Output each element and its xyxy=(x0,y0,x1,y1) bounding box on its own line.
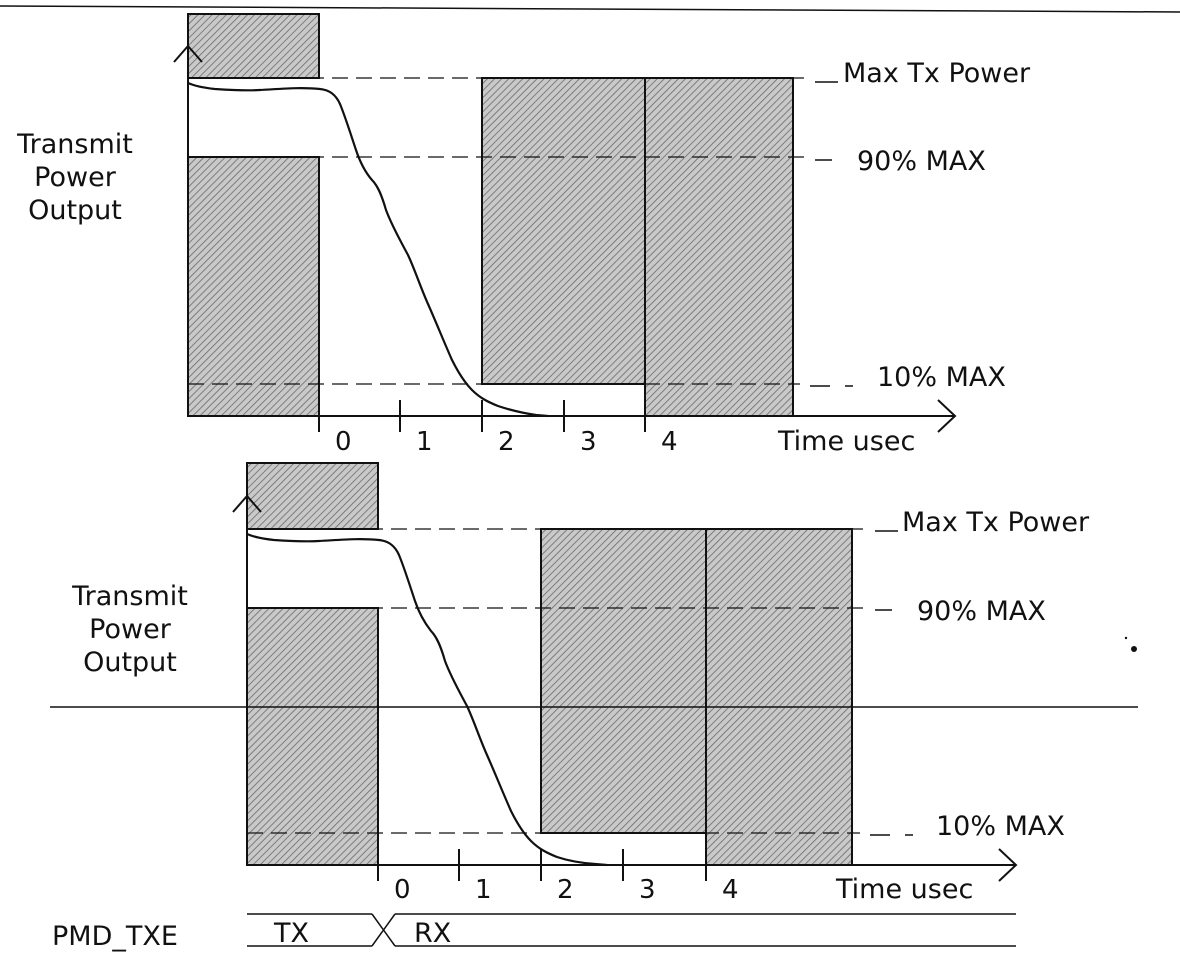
signal-state-tx: TX xyxy=(273,918,309,949)
pmd-txe-timing: PMD_TXE TX RX xyxy=(52,913,1016,952)
y-label-line-3: Output xyxy=(83,647,177,678)
power-ramp-curve xyxy=(187,81,549,418)
mask-top-right-b xyxy=(644,77,794,417)
p90-level-label: 90% MAX xyxy=(917,596,1046,627)
p10-level-label: 10% MAX xyxy=(936,811,1065,842)
mask-bottom-left-upper xyxy=(246,462,379,530)
x-tick-label-4: 4 xyxy=(722,875,739,905)
x-tick-label-2: 2 xyxy=(498,427,515,457)
x-axis-label: Time usec xyxy=(777,426,915,457)
signal-state-rx: RX xyxy=(414,918,451,949)
power-ramp-curve xyxy=(246,532,608,867)
x-tick-label-3: 3 xyxy=(639,875,656,905)
p10-level-label: 10% MAX xyxy=(877,362,1006,393)
x-tick-label-1: 1 xyxy=(475,875,492,905)
y-axis-arrow xyxy=(173,44,203,63)
signal-cross-b xyxy=(371,913,396,947)
max-level-label: Max Tx Power xyxy=(902,507,1090,538)
stray-dot-small xyxy=(1124,636,1128,640)
y-axis-arrow xyxy=(232,494,262,513)
y-label-line-2: Power xyxy=(34,162,117,193)
signal-name: PMD_TXE xyxy=(52,921,178,952)
stray-dot xyxy=(1131,646,1137,652)
mask-top-right-a xyxy=(481,77,646,385)
diagram-top: Transmit Power Output Max Tx Power 90% M… xyxy=(16,13,1031,457)
x-tick-label-0: 0 xyxy=(394,875,411,905)
mask-top-left-upper xyxy=(187,13,320,79)
x-axis-label: Time usec xyxy=(835,874,973,905)
x-tick-label-4: 4 xyxy=(661,427,678,457)
x-tick-label-2: 2 xyxy=(557,875,574,905)
max-level-label: Max Tx Power xyxy=(843,58,1031,89)
x-axis-arrow xyxy=(998,848,1018,882)
mask-bottom-right-b xyxy=(705,528,853,866)
mask-bottom-right-a xyxy=(540,528,707,834)
y-label-line-1: Transmit xyxy=(71,581,188,612)
y-label-line-1: Transmit xyxy=(16,129,133,160)
y-label-line-2: Power xyxy=(89,614,172,645)
x-tick-label-1: 1 xyxy=(416,427,433,457)
mask-top-left-lower xyxy=(187,156,320,417)
mask-bottom-left-lower xyxy=(246,607,379,866)
x-axis-arrow xyxy=(937,399,957,433)
x-tick-label-0: 0 xyxy=(335,427,352,457)
x-tick-label-3: 3 xyxy=(580,427,597,457)
top-border-line xyxy=(0,5,1180,13)
diagram-bottom: Transmit Power Output Max Tx Power 90% M… xyxy=(71,462,1090,905)
y-label-line-3: Output xyxy=(28,195,122,226)
p90-level-label: 90% MAX xyxy=(857,146,986,177)
